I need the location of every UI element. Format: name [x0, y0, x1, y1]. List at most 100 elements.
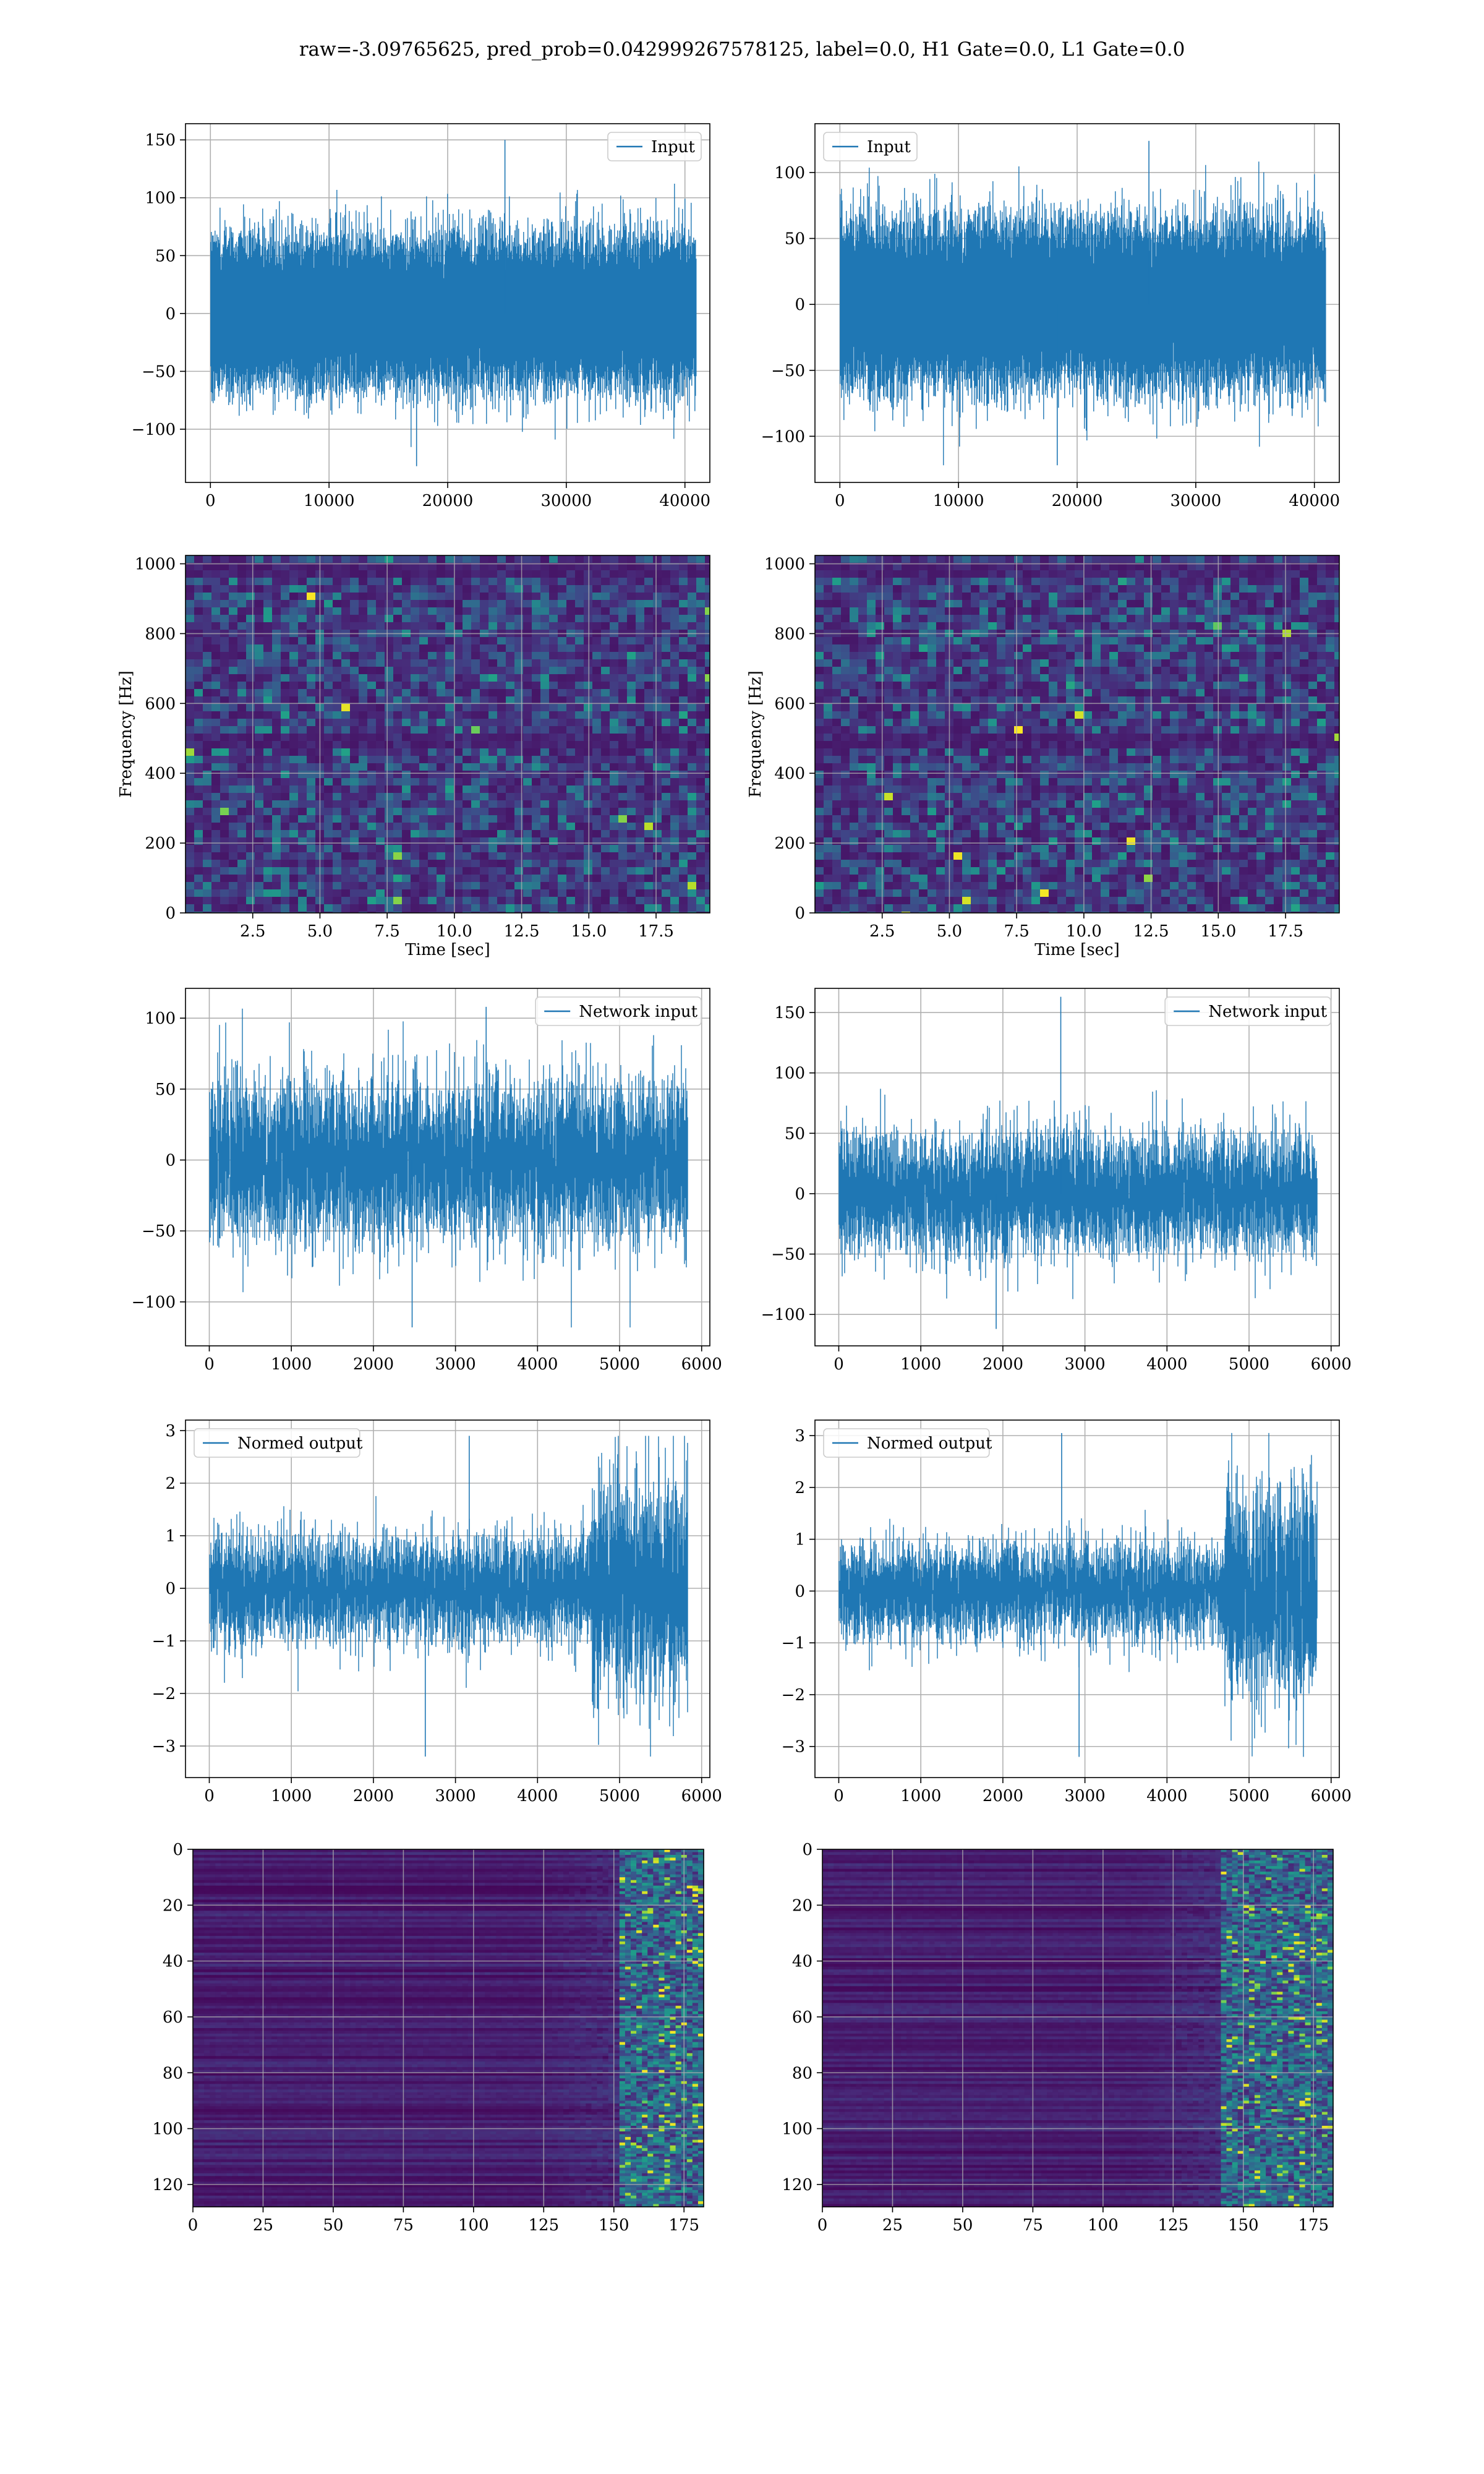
heatmap-cell — [307, 785, 316, 794]
heatmap-cell — [902, 600, 911, 608]
heatmap-cell — [627, 823, 636, 831]
heatmap-cell — [1161, 607, 1171, 615]
heatmap-cell — [618, 763, 628, 771]
heatmap-cell — [1256, 689, 1266, 697]
heatmap-cell — [971, 615, 980, 623]
heatmap-cell — [662, 578, 671, 586]
heatmap-cell — [333, 808, 342, 816]
heatmap-cell — [471, 578, 480, 586]
heatmap-cell — [558, 637, 567, 645]
heatmap-cell — [618, 637, 628, 645]
heatmap-cell — [333, 778, 342, 786]
heatmap-cell — [1040, 719, 1049, 727]
heatmap-cell — [194, 830, 203, 838]
heatmap-cell — [566, 644, 576, 653]
heatmap-cell — [558, 659, 567, 667]
heatmap-cell — [229, 593, 238, 601]
heatmap-cell — [988, 570, 997, 578]
heatmap-cell — [867, 756, 876, 764]
heatmap-cell — [445, 756, 454, 764]
heatmap-cell — [211, 889, 221, 897]
heatmap-cell — [186, 607, 195, 615]
heatmap-cell — [1014, 719, 1023, 727]
heatmap-cell — [454, 585, 463, 593]
heatmap-cell — [584, 882, 593, 890]
heatmap-cell — [1109, 644, 1119, 653]
y-tick-label: −100 — [761, 427, 805, 446]
heatmap-cell — [437, 867, 446, 875]
heatmap-cell — [437, 778, 446, 786]
heatmap-cell — [1205, 778, 1214, 786]
heatmap-cell — [454, 644, 463, 653]
heatmap-cell — [1317, 682, 1326, 690]
heatmap-cell — [841, 682, 850, 690]
heatmap-cell — [566, 615, 576, 623]
heatmap-cell — [824, 689, 833, 697]
heatmap-cell — [979, 593, 989, 601]
heatmap-cell — [428, 837, 437, 845]
heatmap-cell — [1170, 771, 1179, 779]
heatmap-cell — [1274, 637, 1283, 645]
heatmap-cell — [601, 882, 610, 890]
heatmap-cell — [971, 555, 980, 563]
heatmap-cell — [532, 852, 541, 860]
heatmap-cell — [575, 778, 584, 786]
heatmap-cell — [454, 785, 463, 794]
heatmap-cell — [307, 704, 316, 712]
heatmap-cell — [1101, 719, 1110, 727]
heatmap-cell — [220, 860, 229, 868]
heatmap-cell — [1317, 555, 1326, 563]
heatmap-cell — [644, 771, 654, 779]
heatmap-cell — [402, 570, 411, 578]
heatmap-cell — [841, 756, 850, 764]
heatmap-cell — [220, 875, 229, 883]
subplot-l1-spectrogram: 2.5 5.0 7.5 10.0 12.5 15.0 17.5020040060080010… — [746, 555, 1340, 959]
heatmap-cell — [953, 704, 963, 712]
heatmap-cell — [1256, 719, 1266, 727]
heatmap-cell — [211, 659, 221, 667]
heatmap-cell — [902, 719, 911, 727]
heatmap-cell — [824, 644, 833, 653]
heatmap-cell — [1014, 778, 1023, 786]
heatmap-cell — [428, 726, 437, 734]
heatmap-cell — [1031, 607, 1041, 615]
heatmap-cell — [445, 800, 454, 808]
heatmap-cell — [359, 741, 368, 749]
heatmap-cell — [1066, 704, 1075, 712]
heatmap-cell — [1118, 555, 1127, 563]
heatmap-cell — [463, 852, 472, 860]
heatmap-cell — [506, 748, 515, 756]
heatmap-cell — [281, 585, 290, 593]
heatmap-cell — [523, 726, 532, 734]
heatmap-cell — [1127, 659, 1136, 667]
heatmap-cell — [281, 682, 290, 690]
heatmap-cell — [575, 600, 584, 608]
heatmap-cell — [367, 897, 377, 905]
heatmap-cell — [402, 867, 411, 875]
heatmap-cell — [497, 652, 506, 660]
heatmap-cell — [411, 808, 420, 816]
heatmap-cell — [203, 830, 212, 838]
heatmap-cell — [575, 607, 584, 615]
heatmap-cell — [333, 555, 342, 563]
heatmap-cell — [1031, 748, 1041, 756]
heatmap-cell — [601, 845, 610, 853]
heatmap-cell — [1014, 659, 1023, 667]
heatmap-cell — [1083, 689, 1093, 697]
heatmap-cell — [229, 889, 238, 897]
heatmap-cell — [428, 756, 437, 764]
heatmap-cell — [419, 555, 429, 563]
heatmap-cell — [367, 852, 377, 860]
heatmap-cell — [1308, 726, 1318, 734]
heatmap-cell — [902, 622, 911, 630]
heatmap-cell — [584, 704, 593, 712]
heatmap-cell — [696, 800, 706, 808]
heatmap-cell — [1031, 704, 1041, 712]
heatmap-cell — [289, 830, 299, 838]
heatmap-cell — [1205, 741, 1214, 749]
heatmap-cell — [1265, 637, 1274, 645]
heatmap-cell — [575, 904, 584, 912]
heatmap-cell — [428, 904, 437, 912]
heatmap-cell — [653, 637, 662, 645]
heatmap-cell — [919, 719, 928, 727]
